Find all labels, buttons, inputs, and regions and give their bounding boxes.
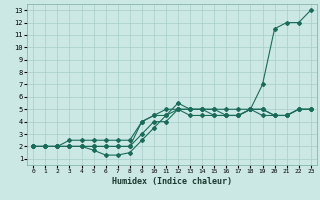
X-axis label: Humidex (Indice chaleur): Humidex (Indice chaleur) xyxy=(112,177,232,186)
